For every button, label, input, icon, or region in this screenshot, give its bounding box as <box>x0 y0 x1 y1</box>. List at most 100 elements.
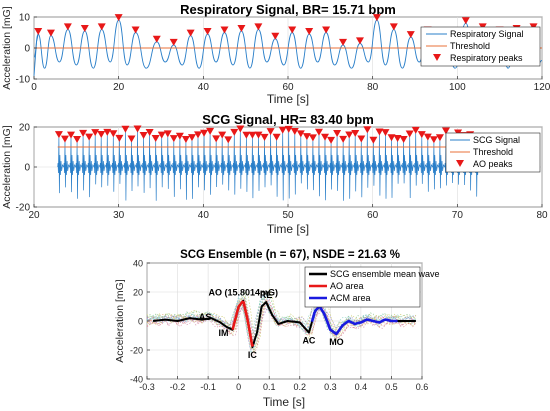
respiratory-xlabel: Time [s] <box>267 92 309 106</box>
x-tick-label: -0.2 <box>170 382 186 392</box>
ao-area-line <box>231 300 255 347</box>
respiratory-ylabel: Acceleration [mG] <box>1 6 13 90</box>
ao-peak-marker <box>127 135 136 143</box>
x-tick-label: 0 <box>236 382 241 392</box>
respiratory-peak-marker <box>114 14 123 22</box>
x-tick-label: 0.4 <box>355 382 368 392</box>
ao-peak-marker <box>194 131 203 139</box>
y-tick-label: 0 <box>24 44 30 55</box>
ao-peak-marker <box>284 125 293 133</box>
legend-label-threshold: Threshold <box>450 41 490 51</box>
ao-peak-marker <box>357 135 366 143</box>
individual-beat-trace <box>146 291 417 351</box>
ao-peak-marker <box>230 128 239 136</box>
ao-peak-marker <box>145 128 154 136</box>
acm-area-line <box>310 305 398 336</box>
ao-peak-marker <box>387 134 396 142</box>
annotation-label: RE <box>260 290 273 300</box>
x-tick-label: 0 <box>31 82 37 93</box>
ao-peak-marker <box>109 130 118 138</box>
x-tick-label: 100 <box>449 82 466 93</box>
x-tick-label: 20 <box>113 82 125 93</box>
x-tick-label: 0.6 <box>416 382 429 392</box>
ao-peak-marker <box>272 133 281 141</box>
scg-xlabel: Time [s] <box>267 222 309 236</box>
ao-peak-marker <box>399 136 408 144</box>
legend-label-ao-area: AO area <box>330 281 364 291</box>
ao-peak-marker <box>157 131 166 139</box>
ao-peak-marker <box>169 135 178 143</box>
x-tick-label: -0.1 <box>200 382 216 392</box>
scg-ylabel: Acceleration [mG] <box>1 125 13 209</box>
legend-label-scg-signal: SCG Signal <box>473 135 520 145</box>
ao-peak-marker <box>181 136 190 144</box>
ao-peak-marker <box>375 128 384 136</box>
y-tick-label: 40 <box>133 259 143 269</box>
ao-peak-marker <box>417 131 426 139</box>
ao-peak-marker <box>351 129 360 137</box>
annotation-label: IM <box>218 328 228 338</box>
ao-peak-marker <box>290 128 299 136</box>
scg-ticks: 20 30 40 50 60 70 80 -20 0 20 <box>16 123 548 222</box>
ao-peak-marker <box>429 136 438 144</box>
y-tick-label: 20 <box>133 288 143 298</box>
respiratory-signal-line <box>33 19 543 69</box>
annotation-label: AC <box>302 336 315 346</box>
ao-peak-marker <box>405 130 414 138</box>
ao-peak-marker <box>200 129 209 137</box>
respiratory-peak-marker <box>389 23 398 31</box>
x-tick-label: 0.1 <box>263 382 276 392</box>
individual-beat-trace <box>146 293 417 353</box>
x-tick-label: -0.3 <box>139 382 155 392</box>
annotation-label: IC <box>248 350 258 360</box>
x-tick-label: 120 <box>534 82 550 93</box>
ao-peak-marker <box>345 131 354 139</box>
x-tick-label: 20 <box>28 210 40 221</box>
x-tick-label: 60 <box>282 82 294 93</box>
ao-peak-marker <box>60 135 69 143</box>
legend-label-respiratory-peaks: Respiratory peaks <box>450 53 523 63</box>
ao-peak-marker <box>224 136 233 144</box>
ao-peak-marker <box>85 133 94 141</box>
ao-peak-marker <box>103 128 112 136</box>
respiratory-peak-marker <box>186 29 195 37</box>
ensemble-ticks: -0.3 -0.2 -0.1 0 0.1 0.2 0.3 0.4 0.5 0.6 -40 -20 0 20… <box>130 259 428 393</box>
individual-beat-trace <box>146 298 416 345</box>
x-tick-label: 40 <box>198 82 210 93</box>
ao-peak-marker <box>139 131 148 139</box>
respiratory-peak-marker <box>203 28 212 36</box>
ao-peak-marker <box>278 126 287 134</box>
ao-peak-marker <box>363 126 372 134</box>
ao-peak-marker <box>163 130 172 138</box>
x-tick-label: 80 <box>367 82 379 93</box>
ao-peak-marker <box>339 135 348 143</box>
scg-legend: SCG Signal Threshold AO peaks <box>445 132 541 173</box>
ao-peak-marker <box>175 132 184 140</box>
ao-peak-marker <box>308 134 317 142</box>
ao-peak-marker <box>441 127 450 135</box>
ao-peak-marker <box>242 131 251 139</box>
ensemble-panel: SCG Ensemble (n = 67), NSDE = 21.63 % -0… <box>114 249 440 409</box>
individual-beat-trace <box>146 296 417 337</box>
legend-label-ao-peaks: AO peaks <box>473 159 513 169</box>
x-tick-label: 0.3 <box>324 382 337 392</box>
ao-peak-marker <box>151 134 160 142</box>
ao-peak-marker <box>260 133 269 141</box>
respiratory-peak-marker <box>372 14 381 22</box>
ao-peak-marker <box>79 129 88 137</box>
ensemble-title: SCG Ensemble (n = 67), NSDE = 21.63 % <box>180 249 400 261</box>
respiratory-peak-marker <box>131 26 140 34</box>
x-tick-label: 0.5 <box>385 382 398 392</box>
ao-peak-marker <box>296 130 305 138</box>
respiratory-peak-marker <box>288 26 297 34</box>
legend-label-mean-wave: SCG ensemble mean wave <box>330 269 440 279</box>
ao-peak-marker <box>254 131 263 139</box>
respiratory-peak-marker <box>355 37 364 45</box>
legend-swatch-respiratory-peaks <box>433 54 441 61</box>
ao-peak-marker <box>212 135 221 143</box>
annotation-label: AS <box>199 312 212 322</box>
ao-peak-marker <box>369 136 378 144</box>
respiratory-peak-marker <box>406 31 415 39</box>
respiratory-peak-marker <box>46 29 55 37</box>
